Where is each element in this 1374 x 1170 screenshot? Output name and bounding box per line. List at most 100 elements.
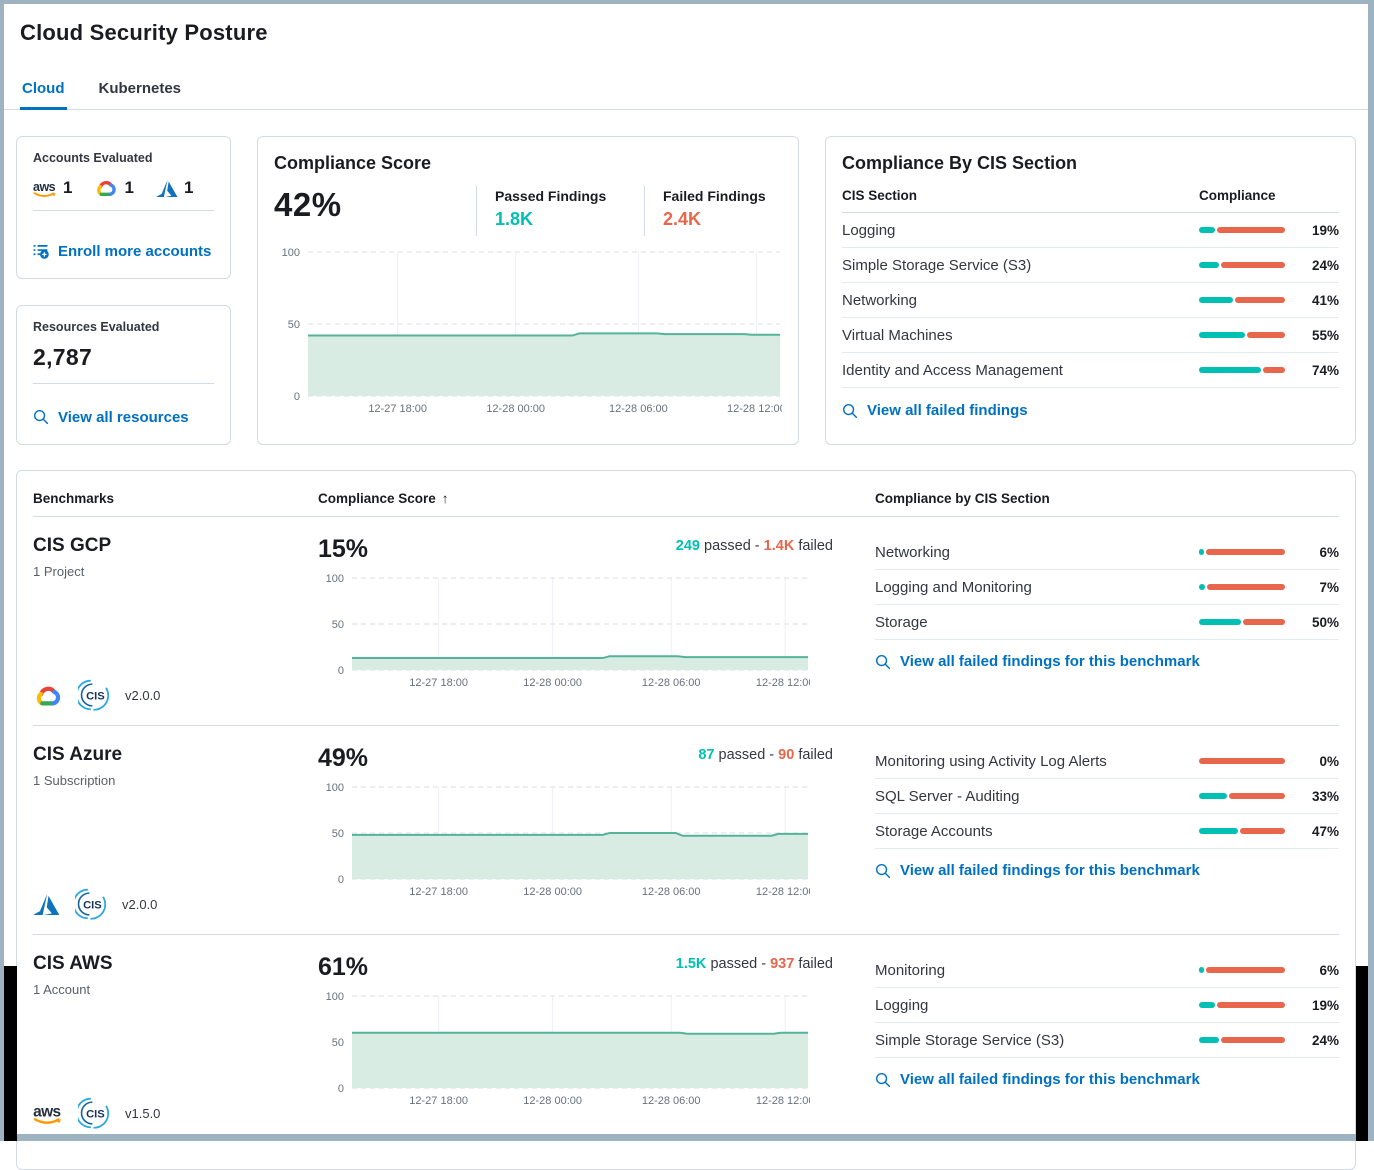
benchmark-score: 49% <box>318 744 369 772</box>
benchmark-version: v1.5.0 <box>125 1105 161 1121</box>
cis-section-name: Virtual Machines <box>842 326 953 344</box>
compliance-value: 19% <box>1311 997 1339 1013</box>
compliance-score-card: Compliance Score 42% Passed Findings 1.8… <box>257 136 799 445</box>
svg-text:12-27 18:00: 12-27 18:00 <box>409 677 468 689</box>
compliance-bar <box>1199 758 1285 764</box>
cis-section-name: Logging <box>875 996 929 1014</box>
azure-account-count: 1 <box>155 178 194 198</box>
compliance-score-summary: 42% Passed Findings 1.8K Failed Findings… <box>274 186 782 236</box>
benchmark-name: CIS GCP <box>33 535 112 556</box>
table-row: Logging and Monitoring 7% <box>875 570 1339 605</box>
failed-findings-block: Failed Findings 2.4K <box>644 186 782 236</box>
svg-text:12-28 00:00: 12-28 00:00 <box>486 403 545 415</box>
svg-text:12-28 06:00: 12-28 06:00 <box>642 886 701 898</box>
svg-text:12-27 18:00: 12-27 18:00 <box>409 1095 468 1107</box>
view-all-resources-link[interactable]: View all resources <box>33 409 189 426</box>
benchmarks-table-card: Benchmarks Compliance Score ↑ Compliance… <box>16 470 1356 1170</box>
compliance-bar <box>1199 828 1285 834</box>
cis-section-name: Networking <box>875 543 951 561</box>
cis-section-name: Identity and Access Management <box>842 361 1063 379</box>
svg-text:50: 50 <box>332 828 344 840</box>
table-row: Simple Storage Service (S3) 24% <box>842 248 1339 283</box>
table-row: Simple Storage Service (S3) 24% <box>875 1023 1339 1058</box>
cis-section-name: Simple Storage Service (S3) <box>842 256 1032 274</box>
compliance-value: 24% <box>1311 1032 1339 1048</box>
cis-section-name: Storage Accounts <box>875 822 993 840</box>
svg-text:12-28 12:00: 12-28 12:00 <box>756 1095 810 1107</box>
summary-left-column: Accounts Evaluated 1 1 1 <box>16 136 231 445</box>
svg-text:12-27 18:00: 12-27 18:00 <box>368 403 427 415</box>
azure-count-value: 1 <box>183 178 194 197</box>
tab-kubernetes[interactable]: Kubernetes <box>98 80 182 97</box>
svg-text:0: 0 <box>338 874 344 886</box>
view-failed-findings-benchmark-link[interactable]: View all failed findings for this benchm… <box>875 862 1200 879</box>
svg-text:100: 100 <box>282 247 300 259</box>
benchmark-version: v2.0.0 <box>122 896 158 912</box>
compliance-bar <box>1199 227 1285 233</box>
cis-section-table: CIS Section Compliance Logging 19% Simpl… <box>842 188 1339 428</box>
benchmark-scope: 1 Project <box>33 564 85 579</box>
compliance-bar <box>1199 793 1285 799</box>
compliance-score-column-header[interactable]: Compliance Score ↑ <box>318 491 449 506</box>
tab-cloud[interactable]: Cloud <box>20 74 67 110</box>
resources-evaluated-card: Resources Evaluated 2,787 View all resou… <box>16 305 231 445</box>
benchmark-row-cis-gcp: CIS GCP 1 Project v2.0.0 15% 249 passed … <box>33 517 1339 726</box>
table-row: Logging 19% <box>875 988 1339 1023</box>
gcp-logo-icon <box>33 683 63 708</box>
enroll-more-accounts-link[interactable]: Enroll more accounts <box>33 243 211 260</box>
passed-findings-value: 1.8K <box>495 209 534 229</box>
compliance-score-title: Compliance Score <box>274 153 432 173</box>
svg-text:100: 100 <box>326 991 344 1003</box>
benchmark-trend-chart: 0 50 100 12-27 18:00 12-28 00:00 12-28 06:00 1… <box>318 572 833 695</box>
summary-section: Accounts Evaluated 1 1 1 <box>16 136 1356 445</box>
svg-text:12-28 06:00: 12-28 06:00 <box>642 1095 701 1107</box>
view-all-failed-findings-link[interactable]: View all failed findings <box>842 402 1028 419</box>
resources-count: 2,787 <box>33 344 93 370</box>
view-failed-findings-benchmark-link[interactable]: View all failed findings for this benchm… <box>875 653 1200 670</box>
svg-text:50: 50 <box>332 619 344 631</box>
compliance-by-cis-title: Compliance By CIS Section <box>842 153 1078 173</box>
compliance-by-cis-section-column-header: Compliance by CIS Section <box>875 491 1050 506</box>
accounts-evaluated-title: Accounts Evaluated <box>33 151 153 165</box>
cis-logo-icon <box>78 679 110 711</box>
compliance-value: 6% <box>1319 962 1339 978</box>
cis-section-name: Networking <box>842 291 918 309</box>
benchmark-trend-chart: 0 50 100 12-27 18:00 12-28 00:00 12-28 06:00 1… <box>318 781 833 904</box>
benchmark-score: 61% <box>318 953 369 981</box>
compliance-score-trend-chart: 0 50 100 12-27 18:00 12-28 00:00 12-28 06:00 1… <box>274 246 786 421</box>
benchmark-row-cis-aws: CIS AWS 1 Account v1.5.0 61% 1.5K passed… <box>33 935 1339 1169</box>
tab-bar: Cloud Kubernetes <box>4 74 1368 110</box>
azure-logo-icon <box>33 893 60 915</box>
compliance-value: 0% <box>1319 753 1339 769</box>
cis-logo-icon <box>78 1097 110 1129</box>
search-icon <box>876 1072 891 1087</box>
svg-text:50: 50 <box>288 319 300 331</box>
benchmark-passed-failed: 87 passed - 90 failed <box>698 747 833 763</box>
compliance-value: 19% <box>1311 222 1339 238</box>
cis-section-name: Logging and Monitoring <box>875 578 1032 596</box>
compliance-value: 47% <box>1311 823 1339 839</box>
svg-text:12-28 06:00: 12-28 06:00 <box>609 403 668 415</box>
cloud-security-posture-page: Cloud Security Posture Cloud Kubernetes … <box>4 4 1368 1170</box>
cis-section-name: Storage <box>875 613 928 631</box>
search-icon <box>876 654 891 669</box>
compliance-bar <box>1199 619 1285 625</box>
benchmark-scope: 1 Account <box>33 982 91 997</box>
compliance-value: 41% <box>1311 292 1339 308</box>
benchmark-trend-chart: 0 50 100 12-27 18:00 12-28 00:00 12-28 06:00 1… <box>318 990 833 1113</box>
compliance-value: 24% <box>1311 257 1339 273</box>
benchmarks-column-header: Benchmarks <box>33 491 115 506</box>
compliance-bar <box>1199 967 1285 973</box>
failed-findings-value: 2.4K <box>663 209 702 229</box>
svg-text:100: 100 <box>326 573 344 585</box>
cis-section-name: Monitoring <box>875 961 946 979</box>
view-failed-findings-benchmark-link[interactable]: View all failed findings for this benchm… <box>875 1071 1200 1088</box>
compliance-value: 33% <box>1311 788 1339 804</box>
benchmark-version: v2.0.0 <box>125 687 161 703</box>
svg-text:12-28 00:00: 12-28 00:00 <box>523 677 582 689</box>
compliance-value: 55% <box>1311 327 1339 343</box>
benchmark-name: CIS Azure <box>33 744 123 765</box>
azure-logo-icon <box>155 179 178 197</box>
passed-findings-block: Passed Findings 1.8K <box>476 186 614 236</box>
benchmark-score: 15% <box>318 535 369 563</box>
